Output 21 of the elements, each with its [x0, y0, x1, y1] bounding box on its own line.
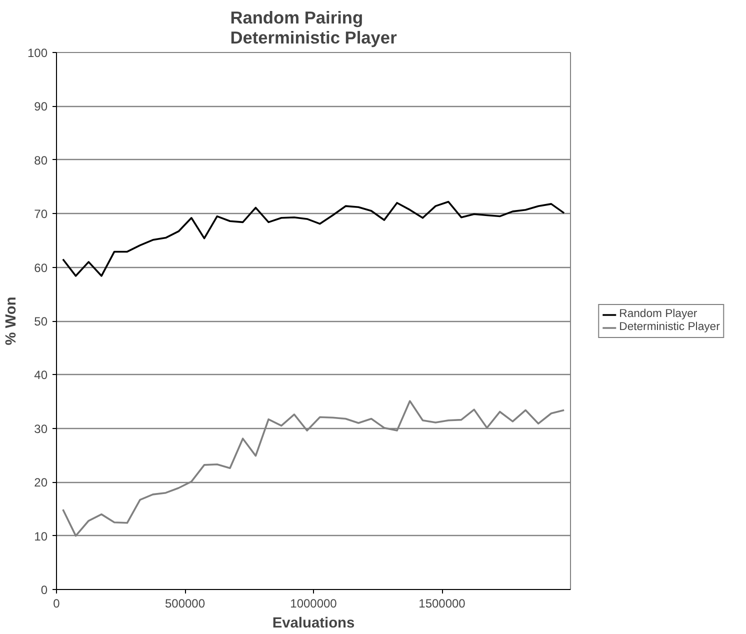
x-tick-label: 1000000 [290, 596, 338, 610]
y-tick-label: 30 [34, 422, 48, 436]
y-tick-label: 80 [34, 153, 48, 168]
legend-label: Deterministic Player [619, 320, 720, 334]
y-tick-label: 100 [27, 46, 48, 60]
x-tick-label: 500000 [164, 596, 206, 610]
x-axis-title: Evaluations [272, 616, 355, 632]
y-tick-label: 20 [34, 476, 48, 490]
legend-label: Random Player [619, 308, 698, 320]
y-tick-label: 50 [34, 314, 48, 328]
y-tick-label: 70 [34, 207, 48, 222]
y-axis-title: % Won [3, 296, 20, 346]
line-series [62, 200, 565, 277]
chart-title: Random Pairing Deterministic Player [230, 8, 398, 48]
y-tick-label: 0 [40, 583, 48, 597]
y-tick-label: 90 [34, 100, 48, 114]
y-tick-label: 10 [34, 529, 48, 544]
y-tick-label: 40 [34, 368, 48, 382]
x-tick-label: 0 [53, 596, 60, 610]
y-tick-label: 60 [34, 260, 48, 275]
x-tick-label: 1500000 [418, 596, 466, 610]
